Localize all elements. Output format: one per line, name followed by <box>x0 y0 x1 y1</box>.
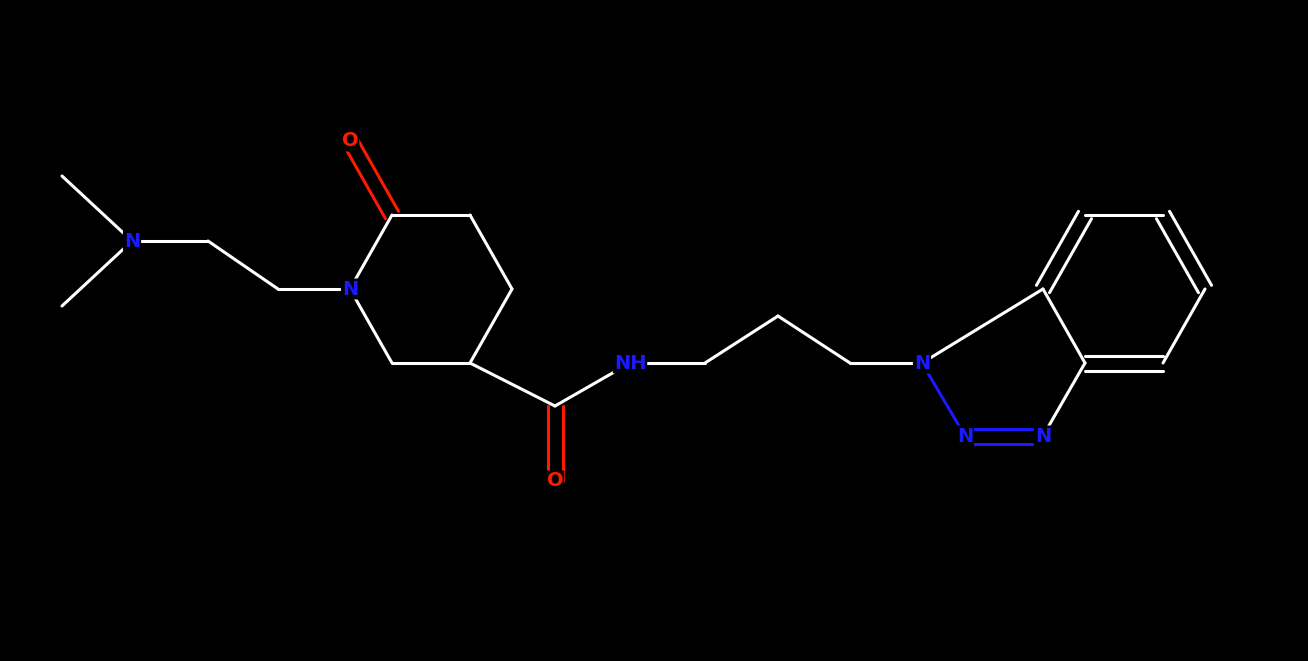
Text: N: N <box>914 354 930 373</box>
Text: O: O <box>547 471 564 490</box>
Text: N: N <box>124 231 140 251</box>
Text: N: N <box>1035 426 1052 446</box>
Text: O: O <box>341 132 358 151</box>
Text: NH: NH <box>613 354 646 373</box>
Text: N: N <box>341 280 358 299</box>
Text: N: N <box>957 426 973 446</box>
